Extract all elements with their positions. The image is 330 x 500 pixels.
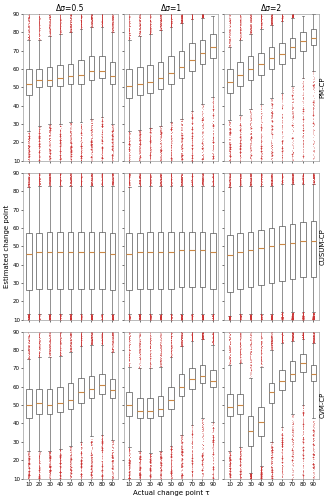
PathPatch shape bbox=[279, 44, 285, 64]
PathPatch shape bbox=[227, 69, 233, 93]
PathPatch shape bbox=[68, 383, 73, 409]
PathPatch shape bbox=[258, 52, 264, 74]
PathPatch shape bbox=[36, 234, 42, 288]
PathPatch shape bbox=[269, 228, 275, 283]
PathPatch shape bbox=[258, 407, 264, 436]
PathPatch shape bbox=[110, 234, 115, 290]
PathPatch shape bbox=[47, 388, 52, 414]
PathPatch shape bbox=[158, 232, 163, 288]
PathPatch shape bbox=[137, 67, 143, 94]
PathPatch shape bbox=[210, 370, 216, 387]
PathPatch shape bbox=[68, 64, 73, 84]
PathPatch shape bbox=[89, 232, 94, 288]
PathPatch shape bbox=[248, 416, 253, 446]
PathPatch shape bbox=[89, 56, 94, 80]
PathPatch shape bbox=[311, 28, 316, 45]
PathPatch shape bbox=[158, 62, 163, 89]
PathPatch shape bbox=[68, 232, 73, 288]
PathPatch shape bbox=[36, 69, 42, 87]
PathPatch shape bbox=[300, 354, 306, 372]
X-axis label: Actual change point τ: Actual change point τ bbox=[133, 490, 209, 496]
PathPatch shape bbox=[47, 232, 52, 288]
PathPatch shape bbox=[300, 222, 306, 278]
PathPatch shape bbox=[26, 234, 32, 290]
PathPatch shape bbox=[137, 398, 143, 418]
Title: Δσ=1: Δσ=1 bbox=[160, 4, 182, 13]
PathPatch shape bbox=[269, 383, 275, 404]
PathPatch shape bbox=[78, 378, 84, 404]
PathPatch shape bbox=[237, 234, 243, 288]
PathPatch shape bbox=[126, 392, 132, 416]
PathPatch shape bbox=[179, 232, 184, 286]
PathPatch shape bbox=[89, 376, 94, 398]
Y-axis label: Estimated change point: Estimated change point bbox=[4, 204, 10, 288]
PathPatch shape bbox=[200, 232, 205, 286]
PathPatch shape bbox=[290, 224, 295, 280]
PathPatch shape bbox=[179, 374, 184, 396]
Y-axis label: CvM-CP: CvM-CP bbox=[320, 392, 326, 418]
PathPatch shape bbox=[227, 394, 233, 416]
PathPatch shape bbox=[227, 235, 233, 292]
PathPatch shape bbox=[189, 232, 195, 286]
PathPatch shape bbox=[26, 388, 32, 418]
PathPatch shape bbox=[210, 34, 216, 58]
Title: Δσ=0.5: Δσ=0.5 bbox=[56, 4, 85, 13]
PathPatch shape bbox=[237, 394, 243, 414]
PathPatch shape bbox=[300, 32, 306, 50]
Y-axis label: CUSUM-CP: CUSUM-CP bbox=[320, 228, 326, 264]
PathPatch shape bbox=[110, 380, 115, 398]
PathPatch shape bbox=[189, 44, 195, 71]
PathPatch shape bbox=[200, 40, 205, 64]
PathPatch shape bbox=[258, 230, 264, 285]
PathPatch shape bbox=[210, 234, 216, 288]
PathPatch shape bbox=[200, 364, 205, 383]
PathPatch shape bbox=[78, 232, 84, 288]
PathPatch shape bbox=[168, 232, 174, 288]
PathPatch shape bbox=[279, 370, 285, 390]
PathPatch shape bbox=[137, 234, 143, 288]
Y-axis label: PM-CP: PM-CP bbox=[320, 76, 326, 98]
PathPatch shape bbox=[290, 38, 295, 58]
PathPatch shape bbox=[179, 50, 184, 78]
PathPatch shape bbox=[248, 56, 253, 80]
PathPatch shape bbox=[99, 56, 105, 78]
PathPatch shape bbox=[57, 232, 63, 288]
PathPatch shape bbox=[126, 69, 132, 98]
PathPatch shape bbox=[57, 387, 63, 412]
PathPatch shape bbox=[290, 361, 295, 382]
PathPatch shape bbox=[158, 396, 163, 416]
PathPatch shape bbox=[147, 398, 153, 418]
PathPatch shape bbox=[99, 374, 105, 394]
PathPatch shape bbox=[269, 47, 275, 69]
PathPatch shape bbox=[26, 69, 32, 94]
PathPatch shape bbox=[147, 232, 153, 288]
PathPatch shape bbox=[279, 226, 285, 281]
PathPatch shape bbox=[311, 364, 316, 382]
PathPatch shape bbox=[47, 67, 52, 86]
PathPatch shape bbox=[78, 60, 84, 84]
PathPatch shape bbox=[57, 66, 63, 86]
PathPatch shape bbox=[36, 388, 42, 414]
PathPatch shape bbox=[248, 232, 253, 286]
PathPatch shape bbox=[110, 62, 115, 84]
PathPatch shape bbox=[147, 66, 153, 93]
PathPatch shape bbox=[237, 62, 243, 86]
PathPatch shape bbox=[168, 387, 174, 409]
PathPatch shape bbox=[99, 232, 105, 288]
PathPatch shape bbox=[126, 234, 132, 290]
PathPatch shape bbox=[168, 56, 174, 84]
PathPatch shape bbox=[189, 368, 195, 388]
Title: Δσ=2: Δσ=2 bbox=[261, 4, 282, 13]
PathPatch shape bbox=[311, 220, 316, 278]
